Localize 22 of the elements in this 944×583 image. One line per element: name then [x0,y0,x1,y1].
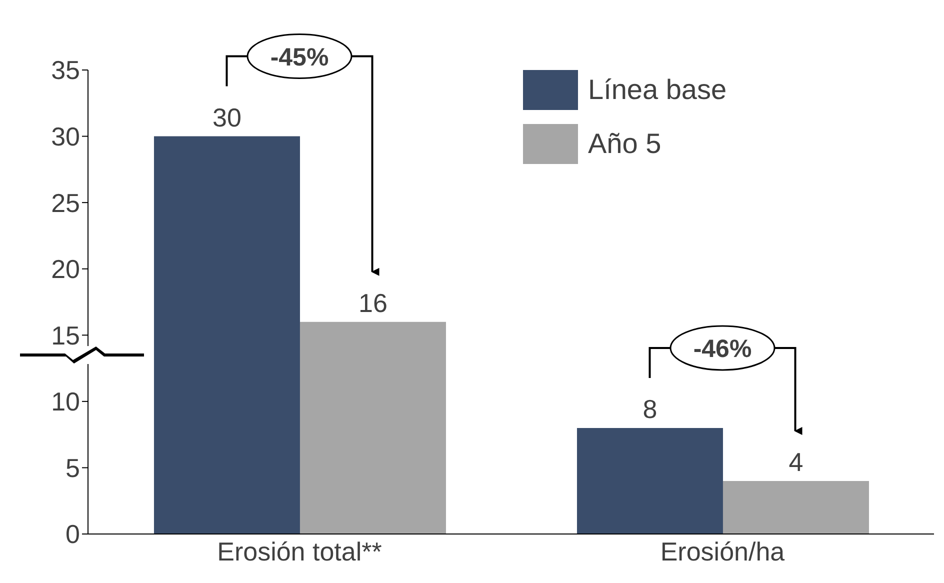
legend-label: Línea base [588,74,727,106]
y-tick-label: 10 [51,386,80,417]
y-tick-label: 0 [66,519,80,550]
bar [722,480,869,534]
legend-label: Año 5 [588,128,662,160]
y-tick-label: 15 [51,320,80,350]
x-tick-label: Erosión total** [217,536,382,566]
annotation: -46% [693,334,752,363]
y-tick-label: 25 [51,188,80,218]
y-tick-label: 35 [51,55,80,86]
y-tick-label: 30 [51,122,80,152]
y-tick-label: 20 [51,254,80,284]
bar [300,322,446,534]
x-tick-label: Erosión/ha [660,536,786,566]
data-label: 8 [642,394,658,424]
data-label: 4 [788,446,804,477]
annotation: -45% [270,43,329,72]
bar [576,428,723,534]
y-tick-label: 5 [66,452,80,483]
bar [154,136,300,534]
data-label: 30 [212,102,242,132]
data-label: 16 [358,288,388,318]
